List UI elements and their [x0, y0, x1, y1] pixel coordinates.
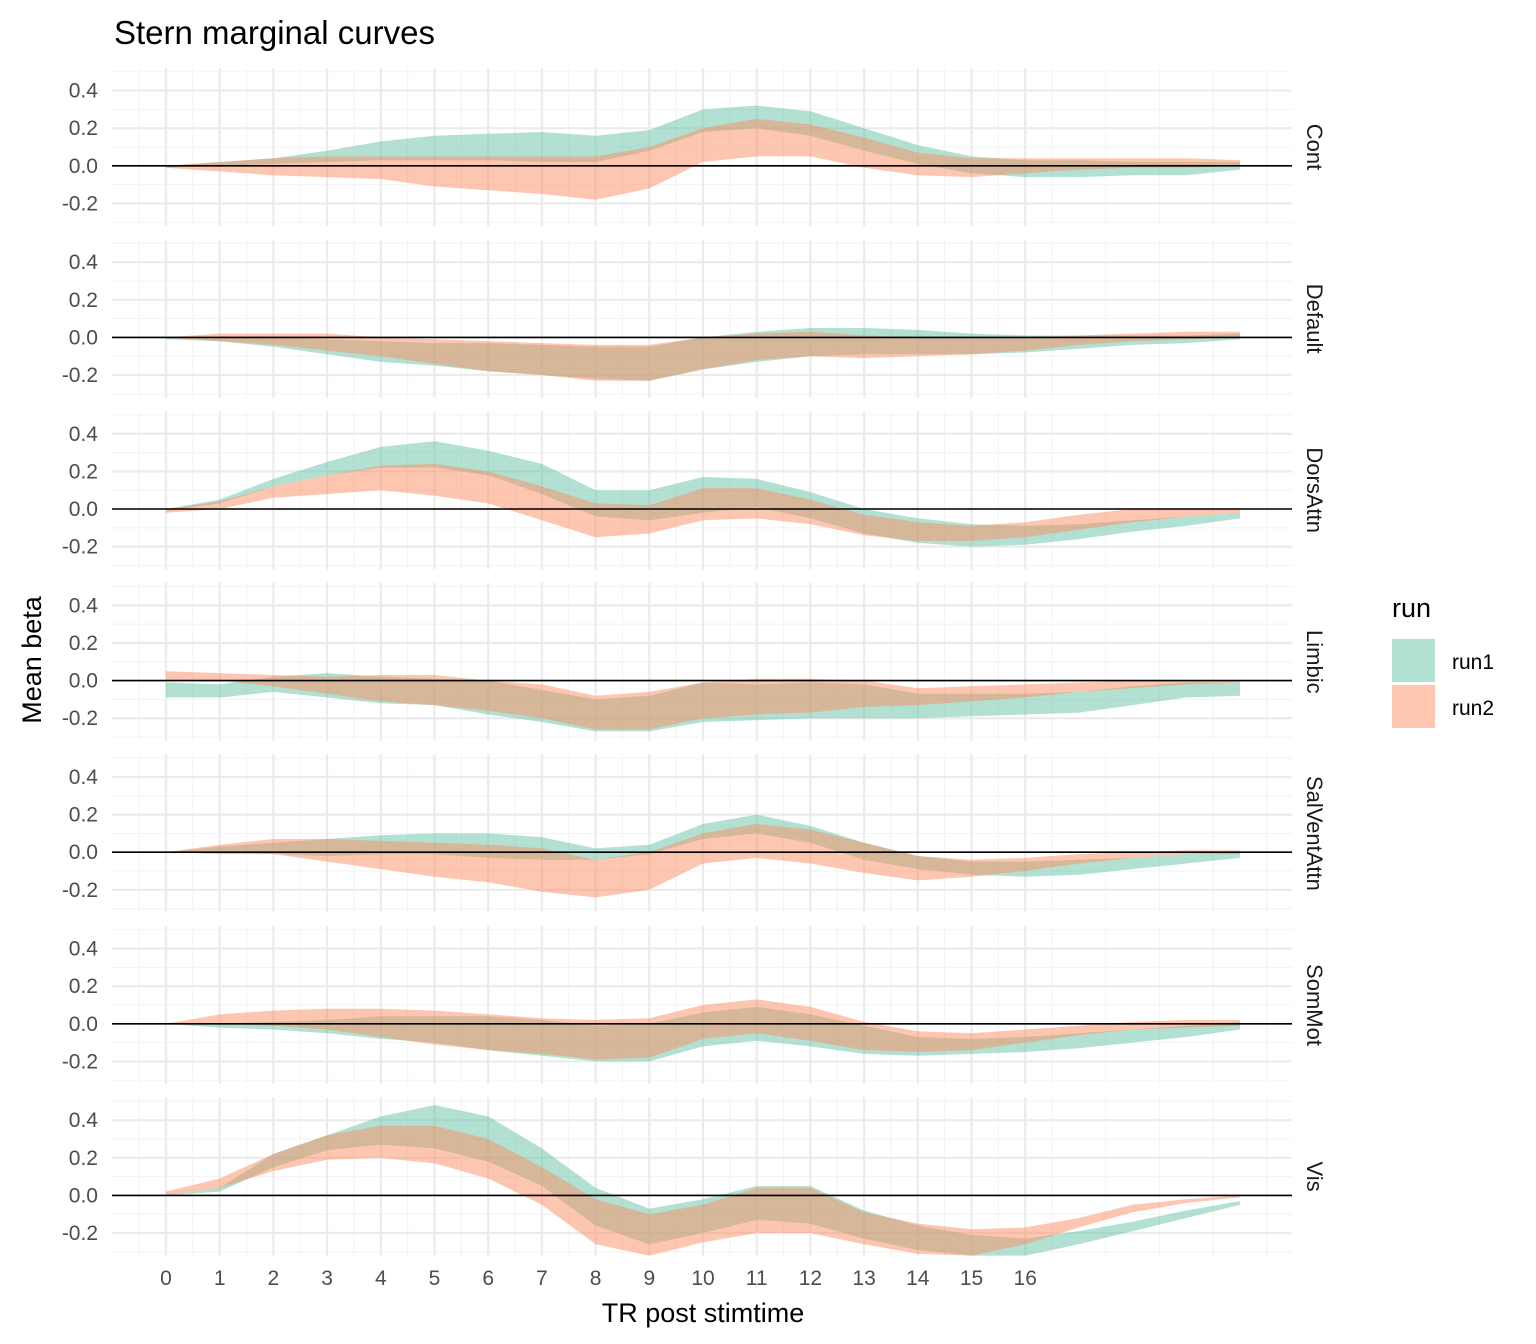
panel-default: -0.2 0.0 0.2 0.4 Default — [62, 239, 1327, 398]
strip-label-limbic: Limbic — [1302, 630, 1327, 694]
y-tick-label: 0.2 — [69, 289, 98, 312]
band-dorsattn-run2 — [166, 463, 1240, 541]
legend-label-run2: run2 — [1452, 697, 1494, 720]
panel-limbic: -0.2 0.0 0.2 0.4 Limbic — [62, 582, 1327, 741]
band-vis-run2 — [166, 1125, 1240, 1256]
y-tick-label: 0.2 — [69, 460, 98, 483]
x-tick-label: 4 — [375, 1267, 387, 1290]
y-tick-label: -0.2 — [62, 707, 98, 730]
x-tick-label: 6 — [482, 1267, 494, 1290]
y-tick-label: -0.2 — [62, 1050, 98, 1073]
panel-cont: -0.2 0.0 0.2 0.4 Cont — [62, 68, 1327, 226]
x-tick-label: 12 — [799, 1267, 822, 1290]
y-tick-label: 0.0 — [69, 841, 98, 864]
y-tick-label: 0.0 — [69, 1013, 98, 1036]
x-tick-label: 15 — [960, 1267, 983, 1290]
legend-title: run — [1392, 593, 1431, 623]
y-tick-label: 0.2 — [69, 117, 98, 140]
x-tick-label: 10 — [691, 1267, 714, 1290]
y-tick-label: 0.0 — [69, 670, 98, 693]
x-tick-label: 9 — [643, 1267, 655, 1290]
band-limbic-run2 — [166, 671, 1240, 730]
legend-key-run2 — [1392, 685, 1435, 728]
x-tick-label: 5 — [429, 1267, 441, 1290]
facet-panels: -0.20.00.20.4Cont-0.20.00.20.4Default-0.… — [62, 68, 1327, 1256]
x-tick-label: 0 — [160, 1267, 172, 1290]
x-axis-title: TR post stimtime — [602, 1298, 805, 1328]
panel-salventattn: -0.2 0.0 0.2 0.4 SalVentAttn — [62, 754, 1327, 913]
strip-label-salventattn: SalVentAttn — [1302, 776, 1327, 891]
y-tick-label: 0.4 — [69, 766, 99, 789]
x-tick-label: 7 — [536, 1267, 548, 1290]
x-tick-label: 8 — [590, 1267, 602, 1290]
strip-label-dorsattn: DorsAttn — [1302, 447, 1327, 533]
band-sommot-run2 — [166, 999, 1240, 1060]
x-tick-label: 1 — [214, 1267, 226, 1290]
x-tick-label: 16 — [1014, 1267, 1037, 1290]
band-cont-run2 — [166, 118, 1240, 200]
x-tick-label: 13 — [852, 1267, 875, 1290]
band-default-run2 — [166, 331, 1240, 381]
y-tick-label: -0.2 — [62, 536, 98, 559]
chart-title: Stern marginal curves — [114, 14, 435, 51]
y-tick-label: 0.0 — [69, 1184, 98, 1207]
x-axis: 0 1 2 3 4 5 6 7 8 9 10 11 12 13 14 15 16 — [160, 1267, 1037, 1290]
y-tick-label: -0.2 — [62, 1222, 98, 1245]
band-salventattn-run2 — [166, 824, 1240, 898]
y-tick-label: 0.2 — [69, 632, 98, 655]
y-tick-label: 0.2 — [69, 804, 98, 827]
legend-label-run1: run1 — [1452, 651, 1494, 674]
strip-label-cont: Cont — [1302, 124, 1327, 170]
y-axis-title: Mean beta — [17, 595, 47, 724]
y-tick-label: -0.2 — [62, 364, 98, 387]
panel-dorsattn: -0.2 0.0 0.2 0.4 DorsAttn — [62, 411, 1327, 570]
y-tick-label: 0.4 — [69, 938, 99, 961]
y-tick-label: -0.2 — [62, 192, 98, 215]
legend-key-run1 — [1392, 639, 1435, 682]
x-tick-label: 14 — [906, 1267, 930, 1290]
panel-sommot: -0.2 0.0 0.2 0.4 SomMot — [62, 926, 1327, 1084]
y-tick-label: 0.0 — [69, 498, 98, 521]
y-tick-label: 0.4 — [69, 80, 99, 103]
strip-label-sommot: SomMot — [1302, 964, 1327, 1046]
y-tick-label: 0.4 — [69, 251, 99, 274]
y-tick-label: 0.4 — [69, 594, 99, 617]
strip-label-default: Default — [1302, 284, 1327, 354]
y-tick-label: -0.2 — [62, 879, 98, 902]
legend: run run1 run2 — [1392, 593, 1494, 728]
x-tick-label: 3 — [321, 1267, 333, 1290]
x-tick-label: 2 — [268, 1267, 280, 1290]
panel-vis: -0.2 0.0 0.2 0.4 Vis — [62, 1097, 1327, 1256]
strip-label-vis: Vis — [1302, 1162, 1327, 1192]
y-tick-label: 0.0 — [69, 326, 98, 349]
x-tick-label: 11 — [746, 1267, 768, 1290]
y-tick-label: 0.2 — [69, 1147, 98, 1170]
y-tick-label: 0.0 — [69, 155, 98, 178]
y-tick-label: 0.2 — [69, 975, 98, 998]
y-tick-label: 0.4 — [69, 1109, 99, 1132]
y-tick-label: 0.4 — [69, 423, 99, 446]
